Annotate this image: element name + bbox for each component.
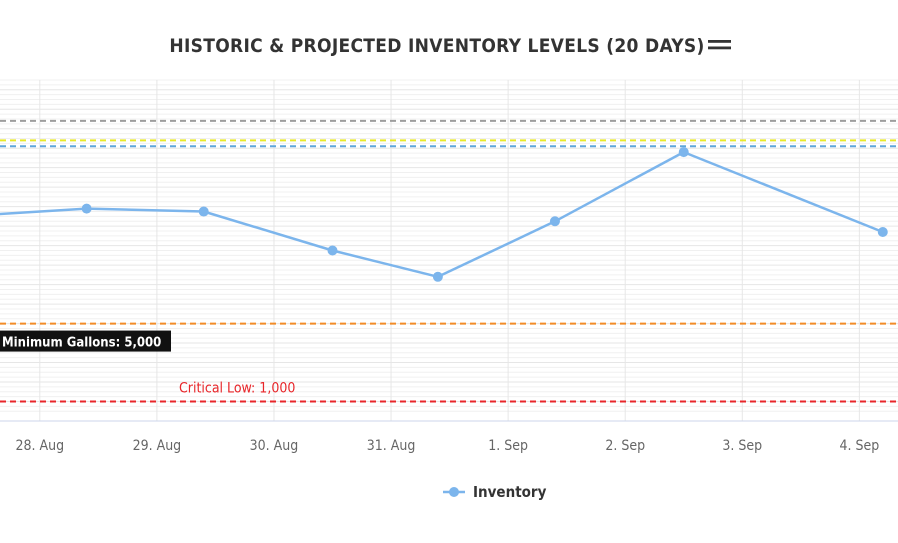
chart-title: HISTORIC & PROJECTED INVENTORY LEVELS (2… — [169, 35, 704, 57]
grid-lines — [0, 79, 898, 421]
inventory-point — [877, 226, 888, 237]
inventory-point — [678, 147, 689, 158]
legend-item-inventory: Inventory — [473, 483, 547, 501]
legend[interactable]: Inventory — [443, 483, 547, 501]
x-axis-tick-label: 29. Aug — [133, 438, 182, 454]
x-axis-tick-label: 3. Sep — [722, 438, 762, 454]
x-axis-tick-label: 1. Sep — [488, 438, 528, 454]
inventory-point — [327, 245, 338, 256]
chart-menu-button[interactable] — [704, 33, 734, 55]
inventory-point — [549, 216, 560, 227]
inventory-line — [0, 150, 884, 279]
critical-low-label: Critical Low: 1,000 — [179, 381, 295, 397]
x-axis-tick-label: 31. Aug — [367, 438, 416, 454]
inventory-series — [0, 147, 888, 282]
hamburger-menu-icon — [708, 40, 731, 50]
minimum-gallons-label-box — [0, 330, 171, 352]
minimum-gallons-label: Minimum Gallons: 5,000 — [2, 336, 161, 351]
x-axis-tick-label: 2. Sep — [605, 438, 645, 454]
plot-lines: Minimum Gallons: 5,000 Critical Low: 1,00… — [0, 119, 898, 403]
legend-marker-symbol — [449, 487, 459, 497]
x-axis-tick-label: 4. Sep — [839, 438, 879, 454]
inventory-point — [432, 271, 443, 282]
x-axis-tick-label: 30. Aug — [250, 438, 299, 454]
x-axis-tick-label: 28. Aug — [15, 438, 64, 454]
inventory-point — [81, 203, 92, 214]
x-axis: 28. Aug 29. Aug 30. Aug 31. Aug 1. Sep 2. Sep… — [0, 420, 898, 454]
inventory-point — [198, 206, 209, 217]
